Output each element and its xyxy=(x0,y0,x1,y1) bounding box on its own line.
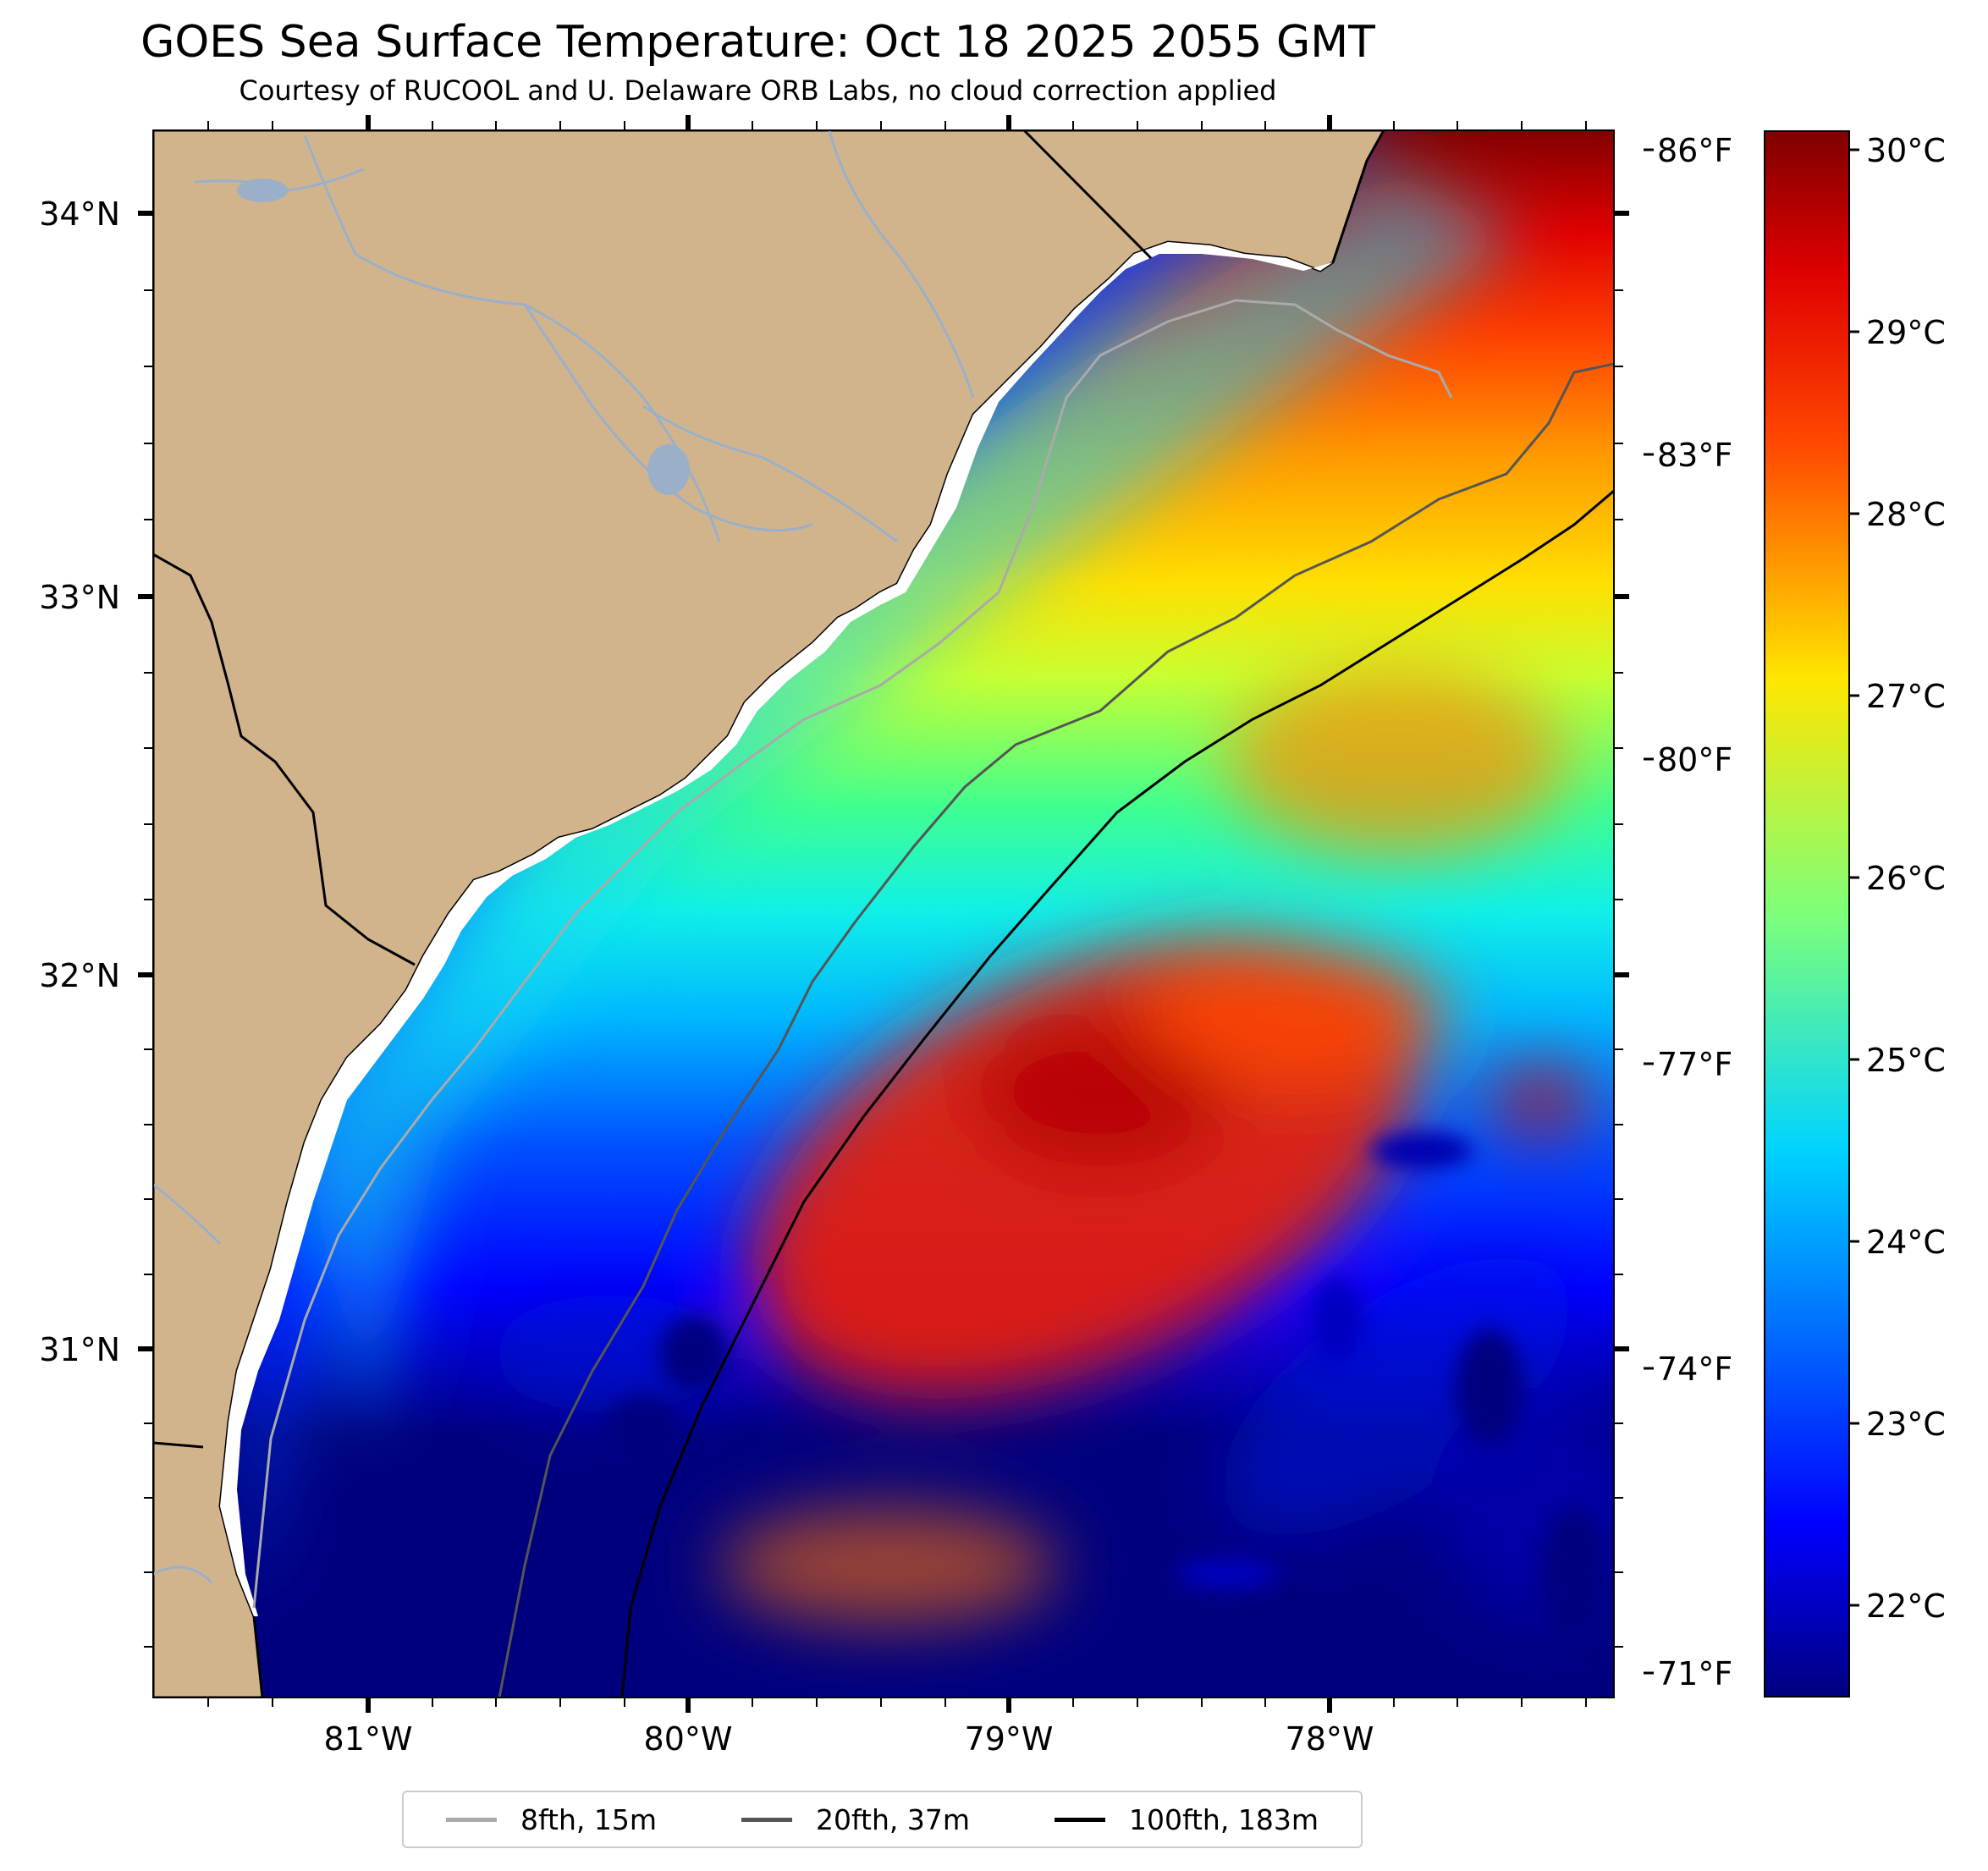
celsius-labels: 30°C 29°C 28°C 27°C 26°C 25°C 24°C 23°C … xyxy=(1866,132,1946,1625)
celsius-label: 25°C xyxy=(1866,1042,1946,1079)
isobath-20fth xyxy=(498,362,1614,1698)
lat-label: 32°N xyxy=(39,957,120,994)
isobaths xyxy=(252,299,1614,1698)
lon-label: 79°W xyxy=(965,1720,1054,1758)
lat-label: 34°N xyxy=(39,195,120,233)
isobath-100fth xyxy=(620,489,1614,1698)
legend-item-20fth: 20fth, 37m xyxy=(741,1803,970,1836)
colorbar-ticks xyxy=(1644,148,1859,1675)
legend-label: 20fth, 37m xyxy=(815,1802,970,1836)
lat-label: 33°N xyxy=(39,579,120,616)
major-ticks xyxy=(138,115,1629,1713)
legend-swatch xyxy=(445,1817,497,1822)
lon-label: 80°W xyxy=(644,1720,733,1758)
cold-patches xyxy=(300,1132,1608,1665)
lon-labels: 81°W 80°W 79°W 78°W xyxy=(324,1720,1374,1758)
lon-label: 78°W xyxy=(1286,1720,1374,1758)
fahrenheit-label: 80°F xyxy=(1657,741,1732,779)
celsius-label: 28°C xyxy=(1866,496,1946,533)
fahrenheit-labels: 86°F 83°F 80°F 77°F 74°F 71°F xyxy=(1657,132,1732,1692)
map-frame xyxy=(152,129,1615,1698)
no-data-strip xyxy=(220,242,1333,1616)
legend-item-8fth: 8fth, 15m xyxy=(445,1802,657,1836)
legend: 8fth, 15m 20fth, 37m 100fth, 183m xyxy=(402,1791,1363,1848)
map-area xyxy=(153,130,1614,1698)
celsius-label: 23°C xyxy=(1866,1406,1946,1443)
celsius-label: 26°C xyxy=(1866,860,1946,897)
fahrenheit-label: 71°F xyxy=(1657,1655,1732,1692)
fahrenheit-label: 74°F xyxy=(1657,1351,1732,1388)
lake xyxy=(237,179,288,202)
celsius-label: 24°C xyxy=(1866,1224,1946,1261)
lat-label: 31°N xyxy=(39,1331,120,1368)
sst-map-figure: 34°N 33°N 32°N 31°N 81°W 80°W 79°W 78°W … xyxy=(39,115,1946,1758)
lon-label: 81°W xyxy=(324,1720,413,1758)
legend-label: 100fth, 183m xyxy=(1128,1802,1319,1836)
chart-subtitle: Courtesy of RUCOOL and U. Delaware ORB L… xyxy=(239,74,1277,107)
celsius-label: 27°C xyxy=(1866,678,1946,715)
fahrenheit-label: 83°F xyxy=(1657,437,1732,474)
fahrenheit-label: 77°F xyxy=(1657,1046,1732,1083)
minor-ticks xyxy=(144,121,1623,1707)
colorbar xyxy=(1764,130,1850,1698)
chart-title: GOES Sea Surface Temperature: Oct 18 202… xyxy=(140,17,1375,68)
legend-label: 8fth, 15m xyxy=(520,1802,657,1836)
fahrenheit-label: 86°F xyxy=(1657,132,1732,169)
lake xyxy=(647,444,690,495)
isobath-8fth xyxy=(252,299,1453,1609)
celsius-label: 22°C xyxy=(1866,1588,1946,1625)
legend-swatch xyxy=(741,1817,792,1822)
celsius-label: 29°C xyxy=(1866,314,1946,351)
lat-labels: 34°N 33°N 32°N 31°N xyxy=(39,195,120,1368)
celsius-label: 30°C xyxy=(1866,132,1946,169)
legend-swatch xyxy=(1054,1817,1105,1822)
legend-item-100fth: 100fth, 183m xyxy=(1054,1802,1319,1836)
state-borders xyxy=(153,130,1153,1449)
